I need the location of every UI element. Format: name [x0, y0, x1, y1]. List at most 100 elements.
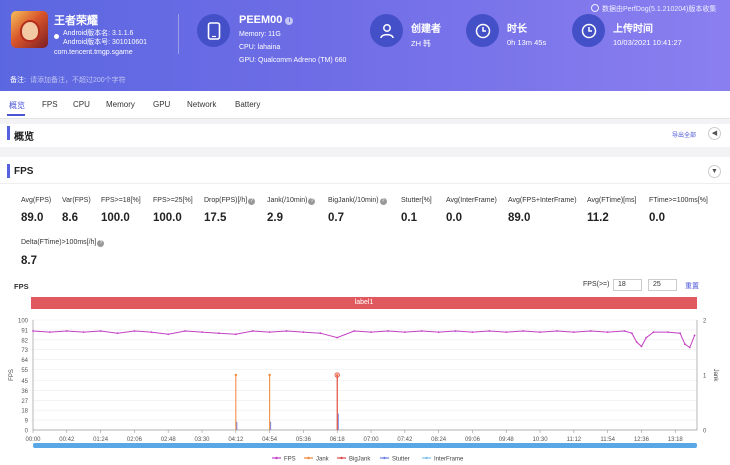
metric-label-drop-fps-h: Drop(FPS)[/h]? — [204, 197, 256, 205]
legend-label[interactable]: Jank — [316, 457, 330, 463]
fps-point — [133, 330, 136, 332]
section-gap — [0, 119, 730, 124]
fps-threshold-input-1[interactable]: 18 — [613, 279, 642, 291]
metric-value-ftime-100ms: 0.0 — [649, 212, 665, 224]
tab-cpu[interactable]: CPU — [73, 100, 90, 109]
fps-point — [606, 331, 609, 333]
upload-label: 上传时间 — [613, 24, 653, 35]
fps-point — [65, 330, 68, 332]
x-tick-label: 03:30 — [195, 437, 211, 443]
x-tick-label: 09:06 — [465, 437, 481, 443]
y-tick-label: 36 — [21, 389, 28, 395]
export-all-link[interactable]: 导出全部 — [672, 133, 697, 139]
metric-label-avg-fps: Avg(FPS) — [21, 197, 52, 204]
tab-network[interactable]: Network — [187, 100, 217, 109]
x-tick-label: 04:12 — [228, 437, 244, 443]
fps-point — [184, 330, 187, 332]
legend-label[interactable]: FPS — [284, 457, 296, 463]
fps-point — [572, 331, 575, 333]
clock-icon — [466, 14, 499, 47]
duration-value: 0h 13m 45s — [507, 38, 547, 47]
fps-point — [623, 330, 626, 332]
fps-divider — [0, 183, 730, 184]
fps-threshold-input-2[interactable]: 25 — [648, 279, 677, 291]
fps-chart[interactable]: 100 91 82 73 64 55 45 36 27 18 9 0 2 1 0 FPS Jank 00:00 00… — [0, 295, 730, 465]
metric-label-stutter: Stutter[%] — [401, 197, 432, 204]
active-tab-indicator — [7, 114, 25, 116]
package-name: com.tencent.tmgp.sgame — [54, 49, 133, 56]
help-icon[interactable]: ? — [379, 198, 387, 205]
x-tick-label: 09:48 — [499, 437, 515, 443]
fps-point — [539, 331, 541, 333]
collapse-overview-button[interactable]: ◀ — [708, 127, 721, 140]
fps-point — [635, 341, 638, 343]
tab-gpu[interactable]: GPU — [153, 100, 171, 109]
x-tick-label: 10:30 — [533, 437, 549, 443]
perfdog-version-note: 数据由PerfDog(5.1.210204)版本收集 — [591, 4, 716, 14]
fps-point — [652, 331, 655, 333]
reset-link[interactable]: 重置 — [685, 283, 699, 290]
metric-value-stutter: 0.1 — [401, 212, 417, 224]
legend-marker — [340, 456, 343, 460]
legend-label[interactable]: InterFrame — [434, 457, 464, 463]
y-tick-label: 91 — [21, 328, 28, 334]
overview-accent — [7, 126, 10, 140]
device-gpu: GPU: Qualcomm Adreno (TM) 660 — [239, 57, 347, 64]
fps-point — [437, 331, 440, 333]
x-tick-label: 07:42 — [397, 437, 413, 443]
metric-value-avg-fps-interframe: 89.0 — [508, 212, 531, 224]
fps-point — [251, 330, 254, 332]
metric-label-jank-10min: Jank(/10min)? — [267, 197, 316, 205]
metric-label-delta-ftime-100ms-h: Delta(FTime)>100ms[/h]? — [21, 239, 105, 247]
metric-label-fps-18: FPS>=18[%] — [101, 197, 141, 204]
tab-bar: 概览 FPS CPU Memory GPU Network Battery — [0, 91, 730, 119]
y-tick-label: 0 — [25, 429, 29, 435]
x-tick-label: 12:36 — [634, 437, 650, 443]
tab-memory[interactable]: Memory — [106, 100, 135, 109]
metric-value-drop-fps-h: 17.5 — [204, 212, 227, 224]
metric-label-ftime-100ms: FTime>=100ms[%] — [649, 197, 708, 204]
x-tick-label: 11:54 — [600, 437, 615, 443]
tab-overview[interactable]: 概览 — [9, 101, 25, 110]
fps-point — [336, 336, 339, 339]
y2-axis-label: Jank — [712, 369, 718, 383]
help-icon[interactable]: ? — [97, 240, 105, 247]
fps-point — [49, 331, 51, 333]
x-tick-label: 04:54 — [262, 437, 278, 443]
fps-point — [688, 346, 691, 349]
collapse-fps-button[interactable]: ▼ — [708, 165, 721, 178]
creator-label: 创建者 — [411, 24, 441, 35]
fps-point — [201, 331, 203, 333]
fps-point — [370, 331, 372, 333]
fps-point — [684, 343, 686, 346]
legend-label[interactable]: Stutter — [392, 457, 410, 463]
y2-tick-label: 2 — [703, 319, 707, 325]
legend-label[interactable]: BigJank — [349, 457, 371, 463]
y-axis-label: FPS — [9, 369, 15, 381]
tab-battery[interactable]: Battery — [235, 100, 261, 109]
fps-point — [667, 331, 669, 333]
time-range-scrollbar[interactable] — [33, 443, 697, 448]
fps-point — [167, 333, 170, 336]
jank-point — [234, 373, 238, 377]
fps-point — [302, 331, 305, 333]
metric-value-avg-interframe: 0.0 — [446, 212, 462, 224]
fps-point — [640, 345, 643, 348]
fps-point — [32, 330, 34, 332]
metric-label-avg-ftime-ms: Avg(FTime)[ms] — [587, 197, 637, 204]
y-tick-label: 64 — [21, 358, 28, 364]
metric-label-var-fps: Var(FPS) — [62, 197, 91, 204]
info-circle-icon — [591, 4, 599, 12]
help-icon[interactable]: ? — [308, 198, 316, 205]
note-row[interactable]: 备注: 请添加备注，不超过200个字符 — [10, 75, 126, 85]
jank-point — [268, 373, 271, 377]
label-bar[interactable]: label1 — [31, 297, 697, 309]
fps-point — [268, 331, 271, 333]
y-tick-label: 27 — [21, 399, 28, 405]
note-input[interactable]: 请添加备注，不超过200个字符 — [29, 77, 126, 84]
tab-fps[interactable]: FPS — [42, 100, 58, 109]
y-tick-label: 73 — [21, 348, 28, 354]
device-info-icon[interactable]: i — [285, 17, 294, 25]
help-icon[interactable]: ? — [248, 198, 256, 205]
metric-label-avg-fps-interframe: Avg(FPS+InterFrame) — [508, 197, 577, 204]
